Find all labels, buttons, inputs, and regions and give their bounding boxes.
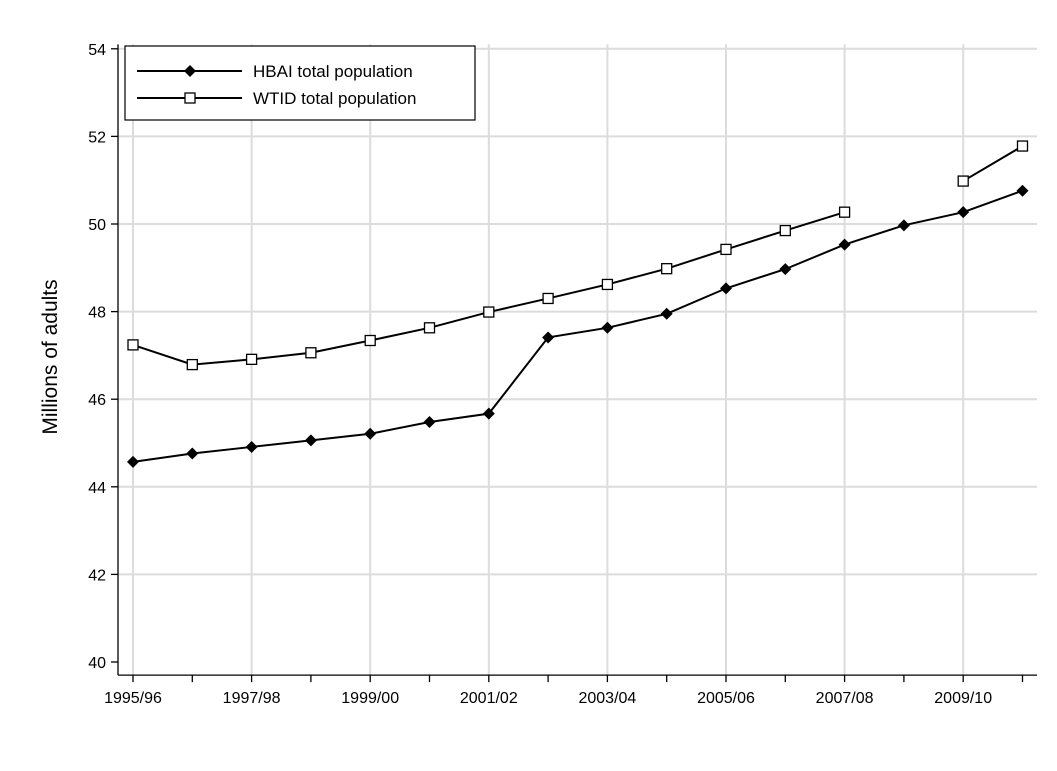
x-tick-label: 2001/02	[460, 690, 518, 707]
data-point-hbai	[779, 263, 792, 276]
x-tick-label: 2007/08	[816, 690, 874, 707]
y-tick-label: 54	[88, 42, 106, 59]
data-point-hbai	[423, 415, 436, 428]
x-tick-label: 2005/06	[697, 690, 755, 707]
x-tick-label: 1997/98	[223, 690, 281, 707]
y-tick-label: 48	[88, 305, 106, 322]
data-point-hbai	[720, 282, 732, 295]
legend: HBAI total population WTID total populat…	[124, 45, 476, 121]
series-line-hbai	[132, 189, 1023, 463]
data-point-wtid	[483, 306, 495, 318]
data-point-wtid	[542, 292, 554, 305]
legend-box	[124, 45, 476, 121]
y-axis-title: Millions of adults	[39, 279, 62, 434]
data-point-wtid	[245, 353, 258, 365]
legend-label-wtid: WTID total population	[253, 89, 416, 108]
data-point-hbai	[601, 321, 614, 334]
y-tick-label: 44	[88, 480, 106, 497]
data-point-hbai	[364, 427, 377, 440]
data-point-wtid	[957, 175, 969, 187]
data-point-hbai	[957, 206, 970, 219]
data-point-hbai	[186, 447, 199, 460]
grid-lines	[118, 44, 1037, 676]
y-tick-label: 40	[88, 655, 106, 672]
data-point-hbai	[838, 238, 851, 251]
y-tick-label: 42	[88, 567, 106, 584]
data-point-wtid	[601, 278, 614, 291]
series-line-wtid	[962, 145, 1024, 182]
data-point-wtid	[779, 224, 791, 237]
data-point-wtid	[661, 263, 673, 275]
data-point-hbai	[1016, 184, 1029, 197]
data-point-wtid	[720, 243, 732, 256]
data-point-hbai	[127, 455, 139, 468]
y-tick-label: 52	[88, 129, 106, 146]
data-point-wtid	[838, 206, 851, 218]
data-point-hbai	[482, 407, 495, 420]
data-point-wtid	[423, 322, 436, 334]
x-tick-label: 2009/10	[934, 690, 992, 707]
data-point-wtid	[1016, 140, 1029, 152]
data-point-hbai	[660, 307, 673, 320]
legend-marker-wtid	[184, 92, 196, 104]
data-point-hbai	[245, 440, 258, 453]
data-point-wtid	[305, 347, 317, 359]
x-tick-label: 1995/96	[104, 690, 162, 707]
data-point-hbai	[897, 219, 910, 232]
data-point-wtid	[186, 358, 198, 371]
data-point-hbai	[304, 434, 317, 447]
y-tick-label: 46	[88, 392, 106, 409]
data-point-hbai	[542, 331, 555, 344]
series-group	[127, 140, 1029, 468]
x-tick-label: 2003/04	[578, 690, 636, 707]
y-tick-label: 50	[88, 217, 106, 234]
legend-marker-hbai	[184, 65, 196, 77]
data-point-wtid	[364, 334, 376, 347]
data-point-wtid	[127, 339, 139, 351]
x-tick-label: 1999/00	[341, 690, 399, 707]
legend-label-hbai: HBAI total population	[253, 62, 413, 81]
axes: 40 42 44 46 48 50 52 54 1995/96 1997/98 1999/00 200…	[88, 42, 1037, 707]
